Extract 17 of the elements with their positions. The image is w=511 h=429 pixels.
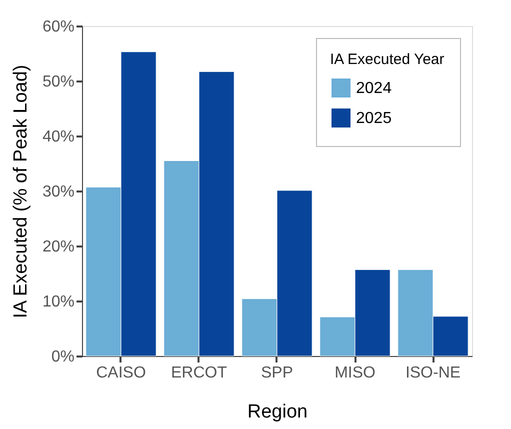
y-tick-label: 40% — [42, 128, 74, 146]
y-tick-label: 20% — [42, 238, 74, 256]
y-tick-label: 10% — [42, 294, 74, 310]
y-tick-label: 30% — [42, 184, 74, 200]
x-tick-label: CAISO — [96, 364, 146, 382]
x-tick-label: ISO-NE — [405, 364, 461, 382]
x-tick-label: ERCOT — [171, 364, 228, 382]
legend-title: IA Executed Year — [330, 51, 444, 68]
y-tick-label: 0% — [51, 348, 74, 366]
x-tick-label: MISO — [334, 364, 376, 382]
y-tick-label: 50% — [42, 74, 74, 90]
legend-label: 2025 — [356, 110, 392, 127]
x-tick-label: SPP — [260, 364, 294, 382]
y-tick-label: 60% — [42, 18, 74, 36]
x-axis-title: Region — [247, 402, 308, 422]
legend-label: 2024 — [356, 80, 392, 97]
y-axis-title: IA Executed (% of Peak Load) — [10, 64, 32, 318]
